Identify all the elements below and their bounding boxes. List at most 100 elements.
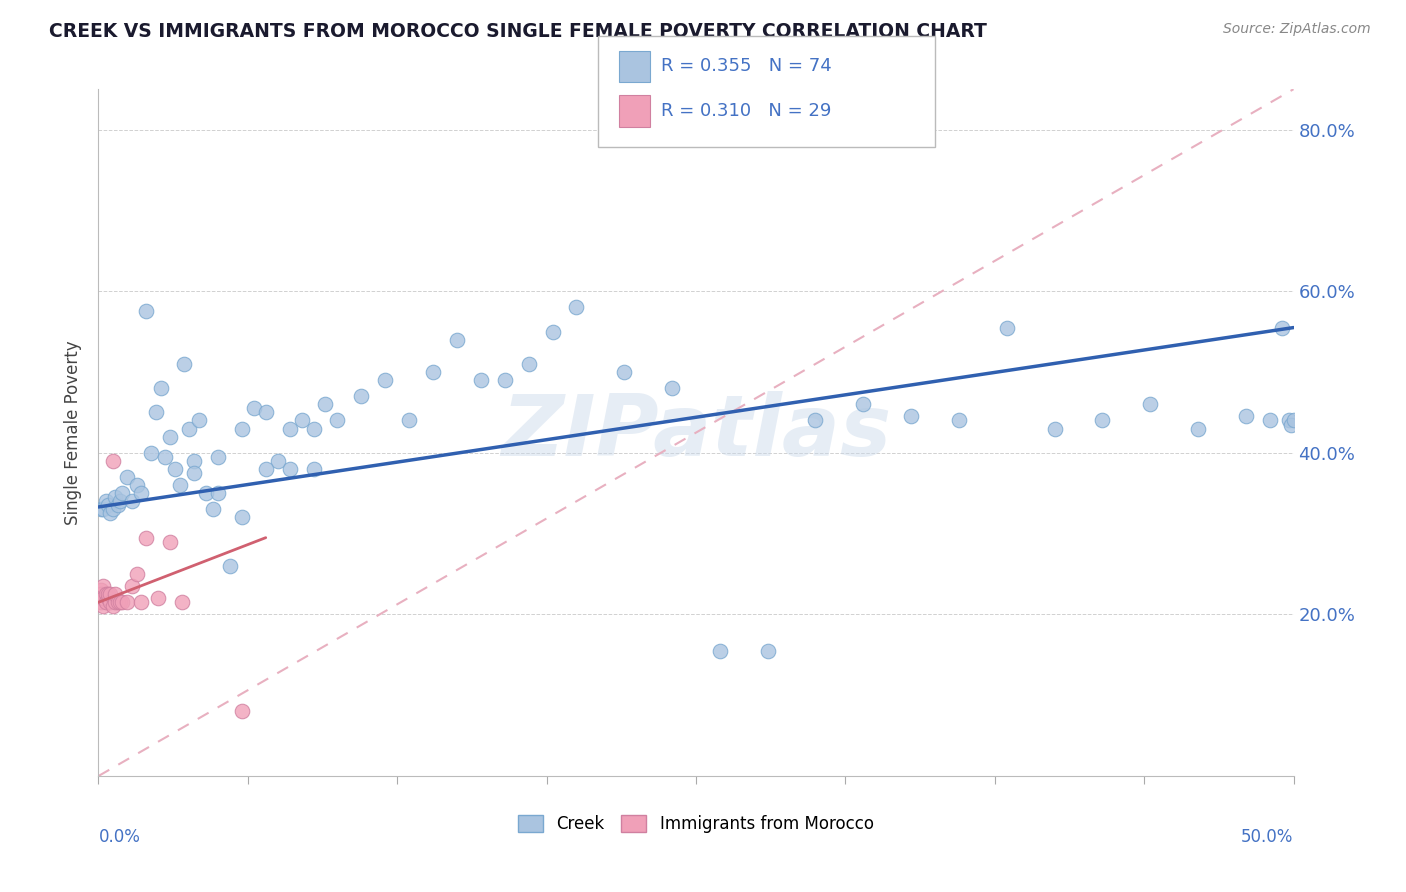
Point bbox=[98, 507, 122, 521]
Point bbox=[101, 454, 124, 468]
Text: 0.0%: 0.0% bbox=[98, 828, 141, 846]
Point bbox=[90, 587, 112, 601]
Point bbox=[291, 413, 314, 427]
Point bbox=[98, 587, 122, 601]
Point bbox=[169, 478, 191, 492]
Point bbox=[398, 413, 420, 427]
Point bbox=[90, 502, 112, 516]
Point bbox=[1271, 320, 1294, 334]
Point bbox=[173, 357, 195, 371]
Point bbox=[94, 494, 117, 508]
Point bbox=[267, 454, 290, 468]
Point bbox=[159, 534, 181, 549]
Point bbox=[107, 595, 129, 609]
Point bbox=[148, 591, 170, 606]
Text: CREEK VS IMMIGRANTS FROM MOROCCO SINGLE FEMALE POVERTY CORRELATION CHART: CREEK VS IMMIGRANTS FROM MOROCCO SINGLE … bbox=[49, 22, 987, 41]
Point bbox=[1043, 421, 1066, 435]
Point bbox=[278, 462, 301, 476]
Text: R = 0.310   N = 29: R = 0.310 N = 29 bbox=[661, 102, 831, 120]
Point bbox=[91, 599, 114, 614]
Point bbox=[231, 421, 253, 435]
Point bbox=[470, 373, 492, 387]
Point bbox=[187, 413, 209, 427]
Point bbox=[207, 450, 229, 464]
Point bbox=[804, 413, 827, 427]
Point bbox=[541, 325, 564, 339]
Text: ZIPatlas: ZIPatlas bbox=[501, 391, 891, 475]
Point bbox=[1279, 417, 1302, 432]
Point bbox=[326, 413, 349, 427]
Point bbox=[613, 365, 636, 379]
Point bbox=[101, 502, 124, 516]
Point bbox=[104, 587, 127, 601]
Text: R = 0.355   N = 74: R = 0.355 N = 74 bbox=[661, 57, 831, 76]
Point bbox=[111, 595, 134, 609]
Point bbox=[565, 301, 588, 315]
Point bbox=[91, 579, 114, 593]
Point bbox=[302, 462, 325, 476]
Point bbox=[108, 494, 131, 508]
Y-axis label: Single Female Poverty: Single Female Poverty bbox=[65, 341, 83, 524]
Point bbox=[135, 531, 157, 545]
Point bbox=[1278, 413, 1301, 427]
Text: 50.0%: 50.0% bbox=[1241, 828, 1294, 846]
Point bbox=[104, 490, 127, 504]
Point bbox=[107, 499, 129, 513]
Point bbox=[709, 644, 731, 658]
Point bbox=[125, 567, 148, 582]
Point bbox=[315, 397, 337, 411]
Point bbox=[219, 558, 242, 573]
Point bbox=[278, 421, 301, 435]
Point bbox=[179, 421, 201, 435]
Point bbox=[948, 413, 970, 427]
Point bbox=[494, 373, 516, 387]
Point bbox=[1187, 421, 1209, 435]
Text: Source: ZipAtlas.com: Source: ZipAtlas.com bbox=[1223, 22, 1371, 37]
Point bbox=[94, 595, 117, 609]
Point bbox=[104, 595, 127, 609]
Legend: Creek, Immigrants from Morocco: Creek, Immigrants from Morocco bbox=[512, 808, 880, 840]
Point bbox=[900, 409, 922, 424]
Point bbox=[94, 587, 117, 601]
Point bbox=[91, 591, 114, 606]
Point bbox=[139, 446, 162, 460]
Point bbox=[1234, 409, 1257, 424]
Point bbox=[135, 304, 157, 318]
Point bbox=[1258, 413, 1281, 427]
Point bbox=[374, 373, 396, 387]
Point bbox=[97, 587, 120, 601]
Point bbox=[350, 389, 373, 403]
Point bbox=[90, 595, 112, 609]
Point bbox=[163, 462, 186, 476]
Point bbox=[446, 333, 468, 347]
Point bbox=[995, 320, 1018, 334]
Point bbox=[243, 401, 266, 416]
Point bbox=[1139, 397, 1161, 411]
Point bbox=[91, 502, 114, 516]
Point bbox=[231, 705, 253, 719]
Point bbox=[756, 644, 779, 658]
Point bbox=[97, 499, 120, 513]
Point bbox=[111, 486, 134, 500]
Point bbox=[517, 357, 540, 371]
Point bbox=[101, 599, 124, 614]
Point bbox=[183, 454, 205, 468]
Point bbox=[1282, 413, 1305, 427]
Point bbox=[121, 494, 143, 508]
Point bbox=[131, 486, 153, 500]
Point bbox=[1091, 413, 1114, 427]
Point bbox=[207, 486, 229, 500]
Point bbox=[155, 450, 177, 464]
Point bbox=[183, 466, 205, 480]
Point bbox=[97, 591, 120, 606]
Point bbox=[115, 595, 138, 609]
Point bbox=[121, 579, 143, 593]
Point bbox=[125, 478, 148, 492]
Point bbox=[172, 595, 194, 609]
Point bbox=[202, 502, 225, 516]
Point bbox=[108, 595, 131, 609]
Point bbox=[852, 397, 875, 411]
Point bbox=[254, 462, 277, 476]
Point bbox=[302, 421, 325, 435]
Point bbox=[131, 595, 153, 609]
